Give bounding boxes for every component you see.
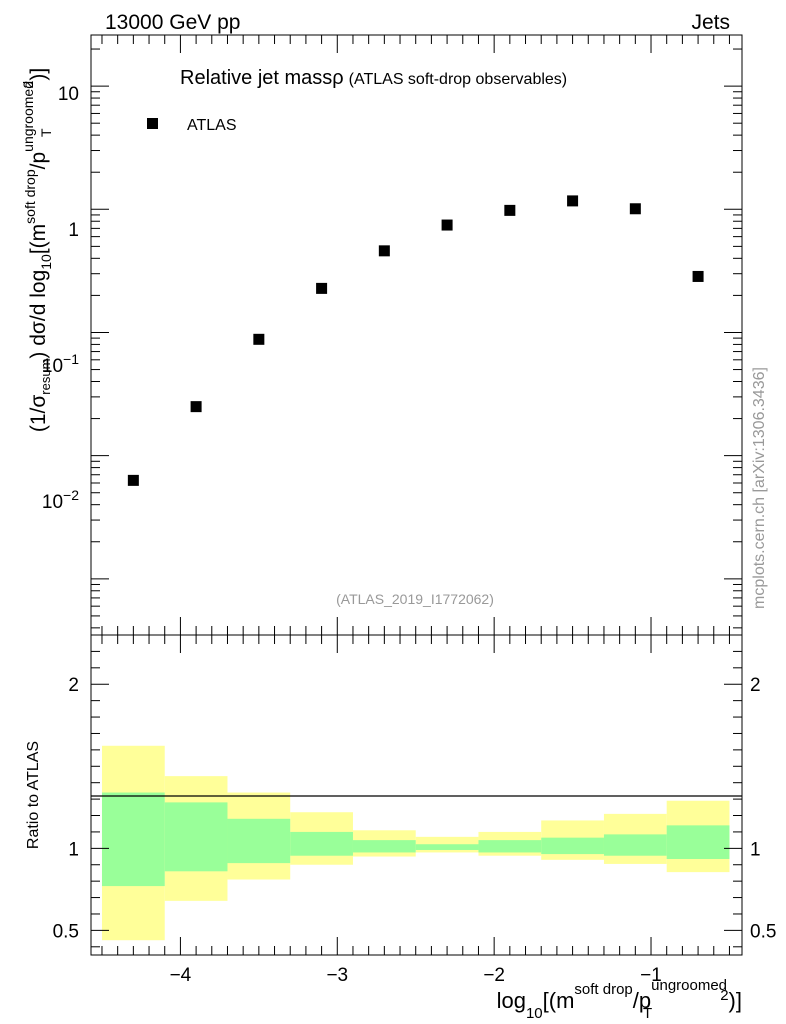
x-axis-title: log10[(msoft drop/pungroomed T2)] xyxy=(497,977,742,1022)
ratio-y-tick-label-right: 2 xyxy=(750,675,761,696)
header-left: 13000 GeV pp xyxy=(105,11,240,34)
legend-label: ATLAS xyxy=(187,117,237,134)
ratio-plot-panel: 0.5 0.5 1 1 2 2 −4 −3 −2 −1 Ratio to ATLAS log10… xyxy=(25,634,777,1022)
stat-uncertainty-band xyxy=(352,840,416,853)
uncertainty-bands xyxy=(101,745,730,941)
stat-uncertainty-band xyxy=(227,818,291,864)
plot-title: Relative jet massρ (ATLAS soft-drop obser… xyxy=(180,67,567,89)
stat-uncertainty-band xyxy=(164,802,228,872)
data-point xyxy=(190,401,202,413)
x-tick-label: −2 xyxy=(483,965,505,986)
data-point xyxy=(253,333,265,345)
data-point xyxy=(567,195,579,207)
y-tick-label-1: 1 xyxy=(68,220,79,241)
data-point xyxy=(127,474,139,486)
ratio-y-tick-label-right: 1 xyxy=(750,839,761,860)
ratio-y-tick-label-right: 0.5 xyxy=(750,921,776,942)
ratio-plot-ticks xyxy=(91,635,742,955)
main-plot-ticks xyxy=(91,35,742,635)
side-label: mcplots.cern.ch [arXiv:1306.3436] xyxy=(751,367,768,609)
data-point xyxy=(692,270,704,282)
stat-uncertainty-band xyxy=(666,825,730,859)
x-tick-label: −3 xyxy=(326,965,348,986)
y-tick-label-10: 10 xyxy=(58,84,79,105)
data-point xyxy=(378,245,390,257)
data-point xyxy=(316,282,328,294)
stat-uncertainty-band xyxy=(101,792,165,887)
analysis-id: (ATLAS_2019_I1772062) xyxy=(336,591,494,607)
ratio-y-tick-label-left: 0.5 xyxy=(53,921,79,942)
ratio-y-tick-label-left: 2 xyxy=(68,675,79,696)
y-tick-label-0.01: 10−2 xyxy=(42,487,79,513)
ratio-y-tick-label-left: 1 xyxy=(68,839,79,860)
main-plot-panel: 10−2 10−1 1 10 Relative jet massρ (ATLAS … xyxy=(20,34,743,636)
data-markers xyxy=(127,195,704,486)
stat-uncertainty-band xyxy=(478,840,542,853)
x-tick-label: −1 xyxy=(640,965,662,986)
stat-uncertainty-band xyxy=(541,837,604,855)
stat-uncertainty-band xyxy=(603,834,667,856)
data-point xyxy=(504,204,516,216)
x-tick-label: −4 xyxy=(170,965,192,986)
stat-uncertainty-band xyxy=(415,844,479,850)
ratio-y-axis-title: Ratio to ATLAS xyxy=(25,741,42,849)
legend-marker xyxy=(147,118,158,129)
data-point xyxy=(441,219,453,231)
data-point xyxy=(629,203,641,215)
x-tick-labels: −4 −3 −2 −1 xyxy=(170,965,662,986)
header-right: Jets xyxy=(691,11,730,34)
ratio-plot-frame xyxy=(90,634,743,956)
stat-uncertainty-band xyxy=(290,831,353,856)
main-y-axis-title: (1/σresum) dσ/d log10[(msoft drop/pungro… xyxy=(20,68,54,432)
ratio-y-tick-labels: 0.5 0.5 1 1 2 2 xyxy=(53,675,777,942)
